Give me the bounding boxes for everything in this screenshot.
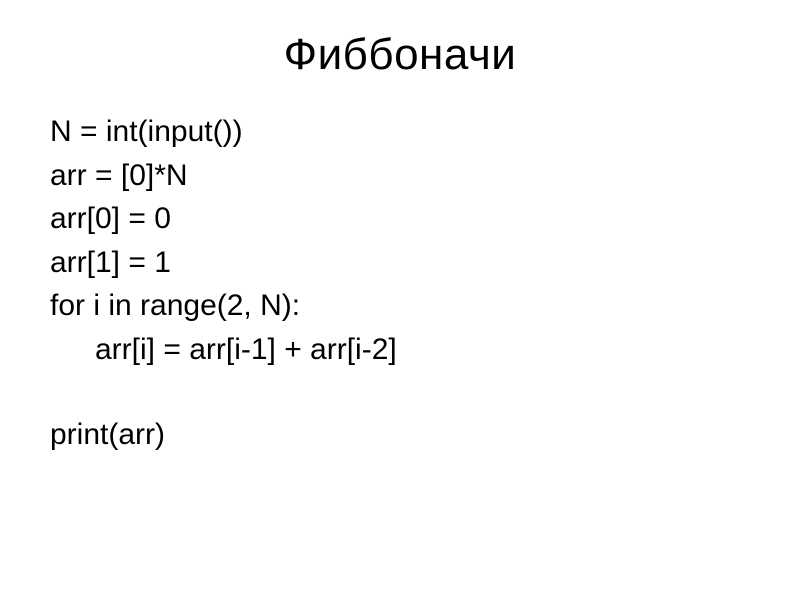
slide-title: Фиббоначи [50, 30, 750, 80]
code-line-5: arr[i] = arr[i-1] + arr[i-2] [50, 328, 750, 372]
code-line-4: for i in range(2, N): [50, 284, 750, 328]
code-block: N = int(input()) arr = [0]*N arr[0] = 0 … [50, 110, 750, 457]
code-line-3: arr[1] = 1 [50, 241, 750, 285]
code-line-7: print(arr) [50, 413, 750, 457]
code-line-1: arr = [0]*N [50, 154, 750, 198]
code-line-0: N = int(input()) [50, 110, 750, 154]
code-line-blank [50, 371, 750, 413]
code-line-2: arr[0] = 0 [50, 197, 750, 241]
